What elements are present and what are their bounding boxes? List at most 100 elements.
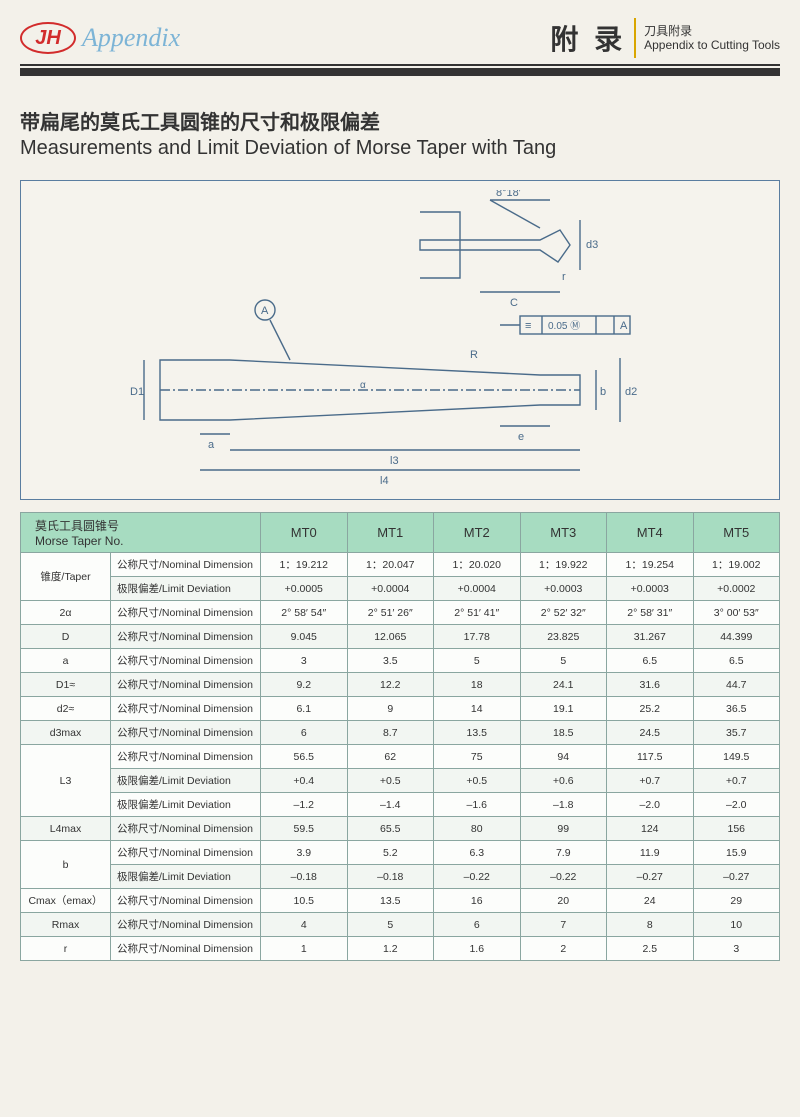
svg-text:C: C — [510, 297, 518, 309]
col-mt3: MT3 — [520, 513, 607, 553]
table-cell: –2.0 — [693, 793, 780, 817]
svg-text:e: e — [518, 431, 524, 443]
table-cell: +0.7 — [693, 769, 780, 793]
header-sub-en: Appendix to Cutting Tools — [644, 38, 780, 52]
table-cell: 59.5 — [261, 817, 348, 841]
table-cell: –0.27 — [607, 865, 694, 889]
table-cell: 3° 00′ 53″ — [693, 601, 780, 625]
header-divider — [634, 18, 636, 58]
table-cell: 35.7 — [693, 721, 780, 745]
table-cell: 80 — [434, 817, 521, 841]
dimension-type: 公称尺寸/Nominal Dimension — [111, 601, 261, 625]
table-cell: +0.4 — [261, 769, 348, 793]
appendix-label: Appendix — [82, 23, 180, 53]
table-cell: –1.2 — [261, 793, 348, 817]
spec-table-body: 锥度/Taper公称尺寸/Nominal Dimension1：19.2121：… — [21, 553, 780, 961]
svg-text:A: A — [261, 305, 269, 317]
table-cell: +0.0002 — [693, 577, 780, 601]
table-cell: 3.9 — [261, 841, 348, 865]
table-cell: 12.065 — [347, 625, 434, 649]
svg-text:A: A — [620, 320, 628, 332]
table-cell: +0.5 — [347, 769, 434, 793]
param-name: Rmax — [21, 913, 111, 937]
dimension-type: 公称尺寸/Nominal Dimension — [111, 841, 261, 865]
dimension-type: 公称尺寸/Nominal Dimension — [111, 553, 261, 577]
table-cell: 94 — [520, 745, 607, 769]
header-subtitle-block: 刀具附录 Appendix to Cutting Tools — [644, 24, 780, 53]
table-cell: 4 — [261, 913, 348, 937]
table-cell: 6.1 — [261, 697, 348, 721]
svg-text:l4: l4 — [380, 475, 389, 487]
table-cell: 2° 58′ 54″ — [261, 601, 348, 625]
table-cell: 10.5 — [261, 889, 348, 913]
svg-text:a: a — [208, 439, 215, 451]
svg-text:8°18′: 8°18′ — [496, 190, 521, 199]
table-row: Rmax公称尺寸/Nominal Dimension4567810 — [21, 913, 780, 937]
table-row: b公称尺寸/Nominal Dimension3.95.26.37.911.91… — [21, 841, 780, 865]
table-cell: –0.22 — [520, 865, 607, 889]
table-row: 锥度/Taper公称尺寸/Nominal Dimension1：19.2121：… — [21, 553, 780, 577]
table-cell: 8 — [607, 913, 694, 937]
table-cell: 11.9 — [607, 841, 694, 865]
table-cell: 6 — [261, 721, 348, 745]
col-mt0: MT0 — [261, 513, 348, 553]
table-cell: 18 — [434, 673, 521, 697]
table-row: L3公称尺寸/Nominal Dimension56.5627594117.51… — [21, 745, 780, 769]
table-cell: +0.5 — [434, 769, 521, 793]
table-row: 2α公称尺寸/Nominal Dimension2° 58′ 54″2° 51′… — [21, 601, 780, 625]
svg-text:d3: d3 — [586, 239, 598, 251]
jh-logo: JH — [20, 22, 76, 54]
page-header: JH Appendix 附 录 刀具附录 Appendix to Cutting… — [20, 18, 780, 58]
page-title-en: Measurements and Limit Deviation of Mors… — [20, 137, 780, 160]
dimension-type: 公称尺寸/Nominal Dimension — [111, 817, 261, 841]
table-cell: 2 — [520, 937, 607, 961]
header-cn-title: 附 录 — [550, 18, 626, 58]
table-corner: 莫氏工具圆锥号 Morse Taper No. — [21, 513, 261, 553]
table-cell: 29 — [693, 889, 780, 913]
dimension-type: 公称尺寸/Nominal Dimension — [111, 913, 261, 937]
param-name: d3max — [21, 721, 111, 745]
table-cell: 6.5 — [693, 649, 780, 673]
table-cell: 6.5 — [607, 649, 694, 673]
col-mt2: MT2 — [434, 513, 521, 553]
table-cell: 8.7 — [347, 721, 434, 745]
table-cell: 44.7 — [693, 673, 780, 697]
table-cell: +0.0005 — [261, 577, 348, 601]
table-cell: 1.2 — [347, 937, 434, 961]
table-row: 极限偏差/Limit Deviation+0.0005+0.0004+0.000… — [21, 577, 780, 601]
svg-text:α: α — [360, 380, 366, 391]
table-cell: 3 — [261, 649, 348, 673]
table-cell: 25.2 — [607, 697, 694, 721]
table-cell: –1.6 — [434, 793, 521, 817]
table-cell: +0.7 — [607, 769, 694, 793]
table-cell: 156 — [693, 817, 780, 841]
table-cell: 36.5 — [693, 697, 780, 721]
table-cell: 75 — [434, 745, 521, 769]
table-cell: 23.825 — [520, 625, 607, 649]
param-name: d2≈ — [21, 697, 111, 721]
taper-diagram-svg: 8°18′ d3 C r A R D1 b d2 l3 l4 a — [120, 190, 680, 490]
table-cell: 44.399 — [693, 625, 780, 649]
table-cell: 10 — [693, 913, 780, 937]
table-cell: 1：19.254 — [607, 553, 694, 577]
param-name: a — [21, 649, 111, 673]
dimension-type: 公称尺寸/Nominal Dimension — [111, 625, 261, 649]
spec-table: 莫氏工具圆锥号 Morse Taper No. MT0 MT1 MT2 MT3 … — [20, 512, 780, 961]
svg-text:r: r — [562, 271, 566, 283]
table-row: L4max公称尺寸/Nominal Dimension59.565.580991… — [21, 817, 780, 841]
param-name: b — [21, 841, 111, 889]
table-cell: 24.1 — [520, 673, 607, 697]
table-row: D1≈公称尺寸/Nominal Dimension9.212.21824.131… — [21, 673, 780, 697]
table-cell: +0.6 — [520, 769, 607, 793]
table-cell: 124 — [607, 817, 694, 841]
logo-block: JH Appendix — [20, 22, 180, 54]
param-name: 2α — [21, 601, 111, 625]
table-cell: –0.18 — [261, 865, 348, 889]
table-cell: –0.27 — [693, 865, 780, 889]
table-cell: 99 — [520, 817, 607, 841]
table-cell: 9 — [347, 697, 434, 721]
dimension-type: 极限偏差/Limit Deviation — [111, 793, 261, 817]
table-row: d2≈公称尺寸/Nominal Dimension6.191419.125.23… — [21, 697, 780, 721]
rule-thin — [20, 64, 780, 66]
table-cell: +0.0004 — [347, 577, 434, 601]
